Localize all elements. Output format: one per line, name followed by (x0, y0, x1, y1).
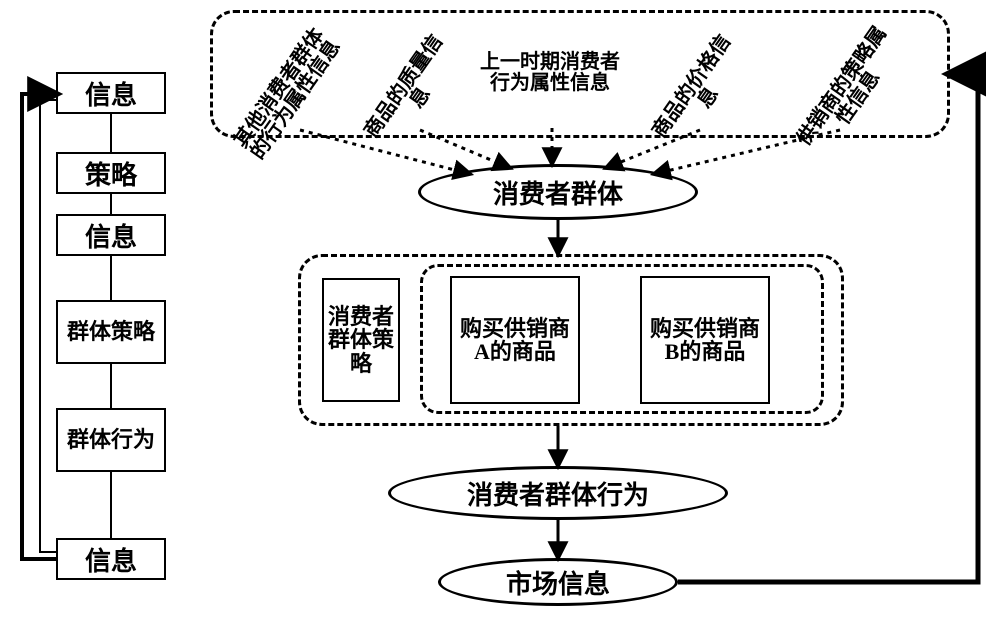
market-info-node: 市场信息 (438, 558, 678, 606)
consumer-strategy-box: 消费者群体策略 (322, 278, 400, 402)
top-input-3: 上一时期消费者行为属性信息 (480, 18, 620, 128)
left-box-group-strategy: 群体策略 (56, 300, 166, 364)
consumer-behavior-node: 消费者群体行为 (388, 466, 728, 520)
left-box-group-behavior: 群体行为 (56, 408, 166, 472)
left-box-info-1: 信息 (56, 72, 166, 114)
left-box-info-2: 信息 (56, 214, 166, 256)
left-box-info-3: 信息 (56, 538, 166, 580)
buy-a-box: 购买供销商A的商品 (450, 276, 580, 404)
consumer-group-node: 消费者群体 (418, 164, 698, 220)
buy-b-box: 购买供销商B的商品 (640, 276, 770, 404)
left-box-strategy: 策略 (56, 152, 166, 194)
